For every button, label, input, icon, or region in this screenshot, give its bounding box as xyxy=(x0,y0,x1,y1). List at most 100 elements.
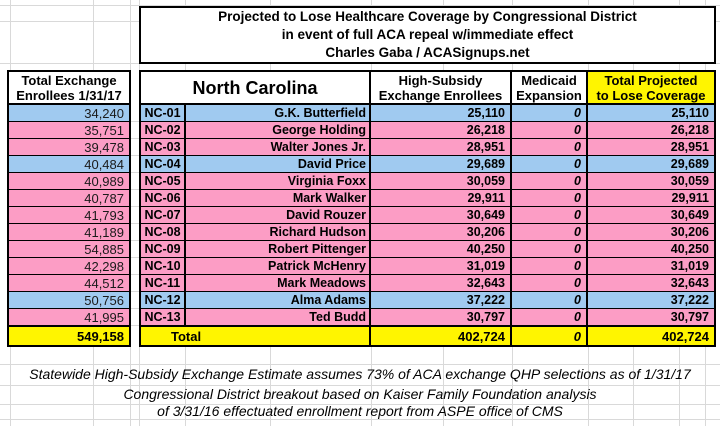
total-projected-cell: 32,643 xyxy=(670,276,709,290)
total-exchange-cell: 41,995 xyxy=(9,309,129,326)
medicaid-expansion-cell: 0 xyxy=(512,292,588,308)
high-subsidy-cell: 28,951 xyxy=(371,139,512,155)
medicaid-expansion-cell: 0 xyxy=(512,275,588,291)
total-exchange-total-value: 549,158 xyxy=(77,328,124,344)
total-exchange-value: 40,484 xyxy=(84,156,124,172)
state-header-cell: North Carolina xyxy=(141,72,371,103)
high-subsidy-cell: 32,643 xyxy=(371,275,512,291)
left-header-line-2: Enrollees 1/31/17 xyxy=(16,87,122,103)
district-row: NC-11 Mark Meadows 32,643 0 32,643 xyxy=(141,275,714,292)
medicaid-header-line-2: Expansion xyxy=(516,87,582,103)
total-exchange-cell: 44,512 xyxy=(9,275,129,292)
medicaid-expansion-cell: 0 xyxy=(512,207,588,223)
footnote-line-3: of 3/31/16 effectuated enrollment report… xyxy=(157,403,563,419)
gridline-horizontal xyxy=(0,364,720,365)
district-row: NC-05 Virginia Foxx 30,059 0 30,059 xyxy=(141,173,714,190)
total-exchange-cell: 40,989 xyxy=(9,173,129,190)
total-exchange-value: 42,298 xyxy=(84,258,124,274)
total-projected-header-cell: Total Projected to Lose Coverage xyxy=(588,72,714,103)
district-cell: NC-10 xyxy=(141,258,186,274)
representative-cell: Alma Adams xyxy=(186,292,371,308)
total-exchange-value: 34,240 xyxy=(84,105,124,121)
left-column-table: 34,240 35,751 39,478 40,484 40,989 40,78… xyxy=(7,103,131,347)
total-row: Total 402,724 0 402,724 xyxy=(141,326,714,345)
title-line-2: in event of full ACA repeal w/immediate … xyxy=(281,27,574,42)
total-exchange-value: 40,787 xyxy=(84,190,124,206)
district-row: NC-13 Ted Budd 30,797 0 30,797 xyxy=(141,309,714,326)
total-exchange-cell: 34,240 xyxy=(9,105,129,122)
total-projected-cell: 37,222 xyxy=(670,293,709,307)
total-exchange-value: 40,989 xyxy=(84,173,124,189)
medicaid-expansion-cell: 0 xyxy=(512,241,588,257)
total-projected-cell: 28,951 xyxy=(670,140,709,154)
total-row-total: 402,724 xyxy=(662,328,709,344)
medicaid-header-cell: Medicaid Expansion xyxy=(512,72,588,103)
medicaid-expansion-cell: 0 xyxy=(512,258,588,274)
gridline-horizontal xyxy=(0,5,720,6)
total-row-high-subsidy: 402,724 xyxy=(371,327,512,345)
total-row-medicaid: 0 xyxy=(512,327,588,345)
medicaid-expansion-cell: 0 xyxy=(512,309,588,325)
high-subsidy-header-line-1: High-Subsidy xyxy=(398,72,483,88)
total-exchange-value: 41,189 xyxy=(84,224,124,240)
total-exchange-value: 54,885 xyxy=(84,241,124,257)
total-exchange-value: 39,478 xyxy=(84,139,124,155)
left-header-line-1: Total Exchange xyxy=(21,72,117,88)
district-table: North Carolina High-Subsidy Exchange Enr… xyxy=(139,70,716,347)
high-subsidy-cell: 30,059 xyxy=(371,173,512,189)
high-subsidy-header-cell: High-Subsidy Exchange Enrollees xyxy=(371,72,512,103)
district-cell: NC-02 xyxy=(141,122,186,138)
district-cell: NC-09 xyxy=(141,241,186,257)
district-cell: NC-05 xyxy=(141,173,186,189)
high-subsidy-cell: 29,911 xyxy=(371,190,512,206)
total-projected-cell: 30,649 xyxy=(670,208,709,222)
gridline-gap-strip xyxy=(131,105,139,326)
total-exchange-total-cell: 549,158 xyxy=(9,326,129,345)
representative-cell: Robert Pittenger xyxy=(186,241,371,257)
high-subsidy-cell: 30,797 xyxy=(371,309,512,325)
medicaid-expansion-cell: 0 xyxy=(512,190,588,206)
total-exchange-value: 44,512 xyxy=(84,275,124,291)
district-row: NC-02 George Holding 26,218 0 26,218 xyxy=(141,122,714,139)
district-row: NC-01 G.K. Butterfield 25,110 0 25,110 xyxy=(141,105,714,122)
representative-cell: Mark Walker xyxy=(186,190,371,206)
total-projected-cell: 26,218 xyxy=(670,123,709,137)
representative-cell: David Price xyxy=(186,156,371,172)
total-exchange-cell: 54,885 xyxy=(9,241,129,258)
total-projected-header-line-1: Total Projected xyxy=(604,72,698,88)
total-projected-cell: 30,206 xyxy=(670,225,709,239)
medicaid-expansion-cell: 0 xyxy=(512,156,588,172)
high-subsidy-cell: 31,019 xyxy=(371,258,512,274)
high-subsidy-cell: 26,218 xyxy=(371,122,512,138)
district-cell: NC-11 xyxy=(141,275,186,291)
representative-cell: Walter Jones Jr. xyxy=(186,139,371,155)
district-row: NC-06 Mark Walker 29,911 0 29,911 xyxy=(141,190,714,207)
medicaid-expansion-cell: 0 xyxy=(512,122,588,138)
total-projected-cell: 25,110 xyxy=(671,106,709,120)
gridline-horizontal xyxy=(0,419,720,420)
total-exchange-cell: 50,756 xyxy=(9,292,129,309)
total-exchange-cell: 40,484 xyxy=(9,156,129,173)
total-projected-cell: 30,059 xyxy=(670,174,709,188)
district-cell: NC-01 xyxy=(141,105,186,121)
total-exchange-cell: 40,787 xyxy=(9,190,129,207)
district-cell: NC-04 xyxy=(141,156,186,172)
representative-cell: George Holding xyxy=(186,122,371,138)
footnote-line-1: Statewide High-Subsidy Exchange Estimate… xyxy=(29,366,691,382)
total-exchange-cell: 41,793 xyxy=(9,207,129,224)
district-cell: NC-03 xyxy=(141,139,186,155)
total-projected-header-line-2: to Lose Coverage xyxy=(596,87,706,103)
district-row: NC-03 Walter Jones Jr. 28,951 0 28,951 xyxy=(141,139,714,156)
title-box: Projected to Lose Healthcare Coverage by… xyxy=(139,6,716,64)
medicaid-header-line-1: Medicaid xyxy=(521,72,577,88)
total-exchange-cell: 39,478 xyxy=(9,139,129,156)
footnote-line-2: Congressional District breakout based on… xyxy=(123,386,597,402)
total-exchange-value: 35,751 xyxy=(84,122,124,138)
total-exchange-cell: 35,751 xyxy=(9,122,129,139)
district-table-header-row: North Carolina High-Subsidy Exchange Enr… xyxy=(141,72,714,105)
total-projected-cell: 40,250 xyxy=(670,242,709,256)
high-subsidy-cell: 37,222 xyxy=(371,292,512,308)
total-exchange-cell: 41,189 xyxy=(9,224,129,241)
total-exchange-cell: 42,298 xyxy=(9,258,129,275)
district-row: NC-09 Robert Pittenger 40,250 0 40,250 xyxy=(141,241,714,258)
